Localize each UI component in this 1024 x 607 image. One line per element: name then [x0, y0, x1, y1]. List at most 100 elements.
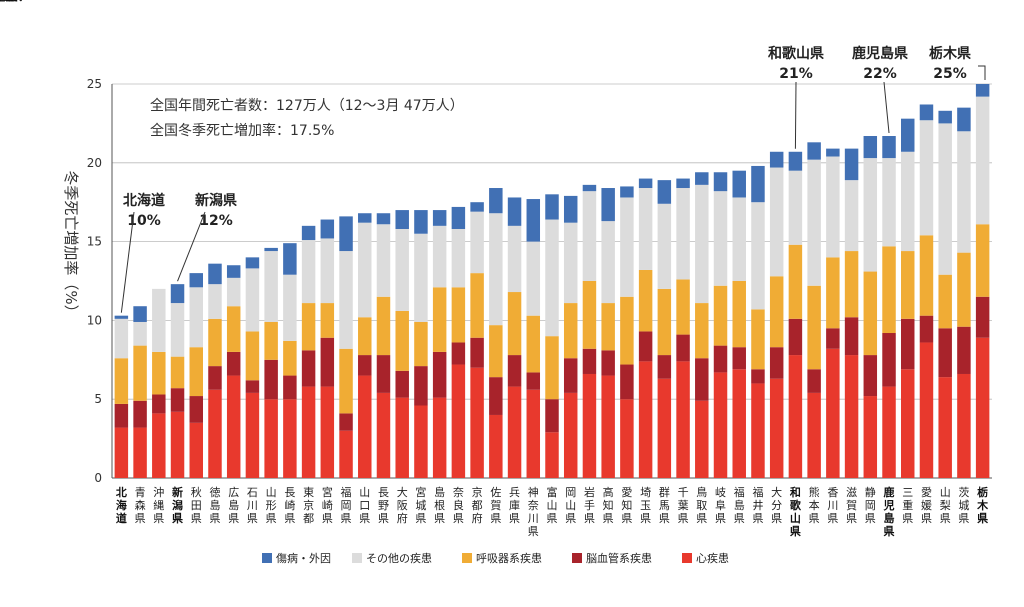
bar-segment	[919, 342, 934, 478]
note-winter-rate: 全国冬季死亡増加率：17.5%	[150, 122, 334, 139]
bar-segment	[526, 372, 541, 390]
bar-segment	[863, 158, 878, 272]
bar-segment	[432, 210, 447, 226]
bar-segment	[975, 224, 990, 297]
bar-segment	[919, 235, 934, 316]
bar-segment	[264, 247, 278, 252]
bar-segment	[582, 184, 597, 192]
bar-segment	[451, 287, 466, 343]
bar-stack	[807, 142, 821, 478]
bar-segment	[114, 427, 129, 478]
bar-segment	[507, 386, 522, 478]
bar-segment	[320, 219, 335, 239]
bar-segment	[470, 202, 484, 212]
bar-segment	[713, 285, 728, 346]
bar-segment	[526, 241, 541, 316]
bar-stack	[245, 257, 260, 478]
bar-segment	[582, 191, 597, 281]
bar-segment	[451, 228, 466, 288]
bar-stack	[657, 180, 672, 478]
bar-segment	[751, 383, 765, 478]
bar-segment	[133, 427, 147, 478]
bar-segment	[264, 399, 278, 478]
bar-segment	[320, 337, 335, 387]
bar-segment	[114, 315, 129, 319]
bar-segment	[582, 281, 597, 349]
bar-segment	[769, 347, 784, 379]
bar-segment	[283, 375, 297, 400]
bar-segment	[788, 355, 803, 478]
bar-segment	[489, 213, 503, 326]
y-tick-label: 20	[87, 156, 102, 170]
bar-segment	[545, 194, 559, 220]
y-tick-label: 5	[94, 392, 102, 406]
bar-segment	[975, 296, 990, 338]
callout-name: 栃木県	[929, 45, 971, 62]
bar-segment	[938, 110, 952, 124]
x-tick-label: 徳島県徳島県	[0, 0, 220, 525]
bar-segment	[863, 355, 878, 397]
bar-segment	[170, 356, 185, 389]
bar-segment	[788, 244, 803, 319]
bar-segment	[676, 279, 690, 335]
bar-segment	[152, 288, 166, 352]
bar-segment	[170, 303, 185, 357]
bar-segment	[526, 389, 541, 478]
bar-segment	[975, 84, 990, 97]
bar-segment	[807, 285, 821, 370]
bar-segment	[751, 369, 765, 384]
callout-name: 鹿児島県	[851, 45, 908, 62]
bar-segment	[901, 369, 915, 478]
bar-stack	[938, 110, 952, 478]
bar-segment	[189, 347, 203, 397]
bar-segment	[695, 400, 709, 478]
bar-segment	[769, 151, 784, 168]
bar-segment	[807, 142, 821, 160]
bar-segment	[339, 430, 353, 478]
legend-swatch	[682, 553, 692, 563]
bar-stack	[563, 195, 578, 478]
bar-segment	[489, 325, 503, 378]
bar-stack	[114, 315, 129, 478]
bar-stack	[339, 216, 353, 478]
callout-value: 25%	[933, 66, 967, 82]
bar-segment	[938, 274, 952, 329]
bar-segment	[601, 375, 615, 478]
legend-label: 心疾患	[696, 551, 729, 565]
bar-stack	[844, 148, 859, 478]
bar-segment	[638, 269, 653, 332]
callout-name: 新潟県	[195, 192, 237, 209]
bar-segment	[470, 367, 484, 478]
bar-segment	[301, 350, 316, 387]
bar-segment	[938, 123, 952, 275]
bar-segment	[358, 355, 372, 376]
bar-stack	[226, 265, 241, 478]
bar-segment	[339, 216, 353, 252]
bar-segment	[489, 377, 503, 415]
bar-segment	[901, 151, 915, 252]
bar-stack	[545, 194, 559, 478]
bar-segment	[376, 213, 391, 225]
bar-segment	[695, 303, 709, 359]
bar-segment	[788, 318, 803, 356]
bar-segment	[208, 284, 222, 319]
bar-segment	[133, 321, 147, 346]
legend-item: 呼吸器系疾患	[462, 551, 542, 565]
callout: 北海道 10%	[120, 192, 165, 313]
bar-segment	[695, 172, 709, 185]
bar-segment	[283, 399, 297, 478]
bar-stack	[301, 225, 316, 478]
bar-segment	[264, 321, 278, 360]
bar-segment	[301, 225, 316, 241]
legend-label: 呼吸器系疾患	[476, 551, 542, 565]
bar-segment	[395, 310, 409, 371]
bar-segment	[376, 355, 391, 393]
bar-segment	[844, 148, 859, 181]
x-tick-label: 鳥取県鳥取県	[0, 0, 707, 525]
bar-segment	[507, 197, 522, 226]
callout: 和歌山県 21%	[768, 45, 824, 149]
bar-stack	[919, 104, 934, 478]
bar-stack	[526, 199, 541, 478]
bar-stack	[769, 151, 784, 478]
bar-segment	[114, 358, 129, 404]
